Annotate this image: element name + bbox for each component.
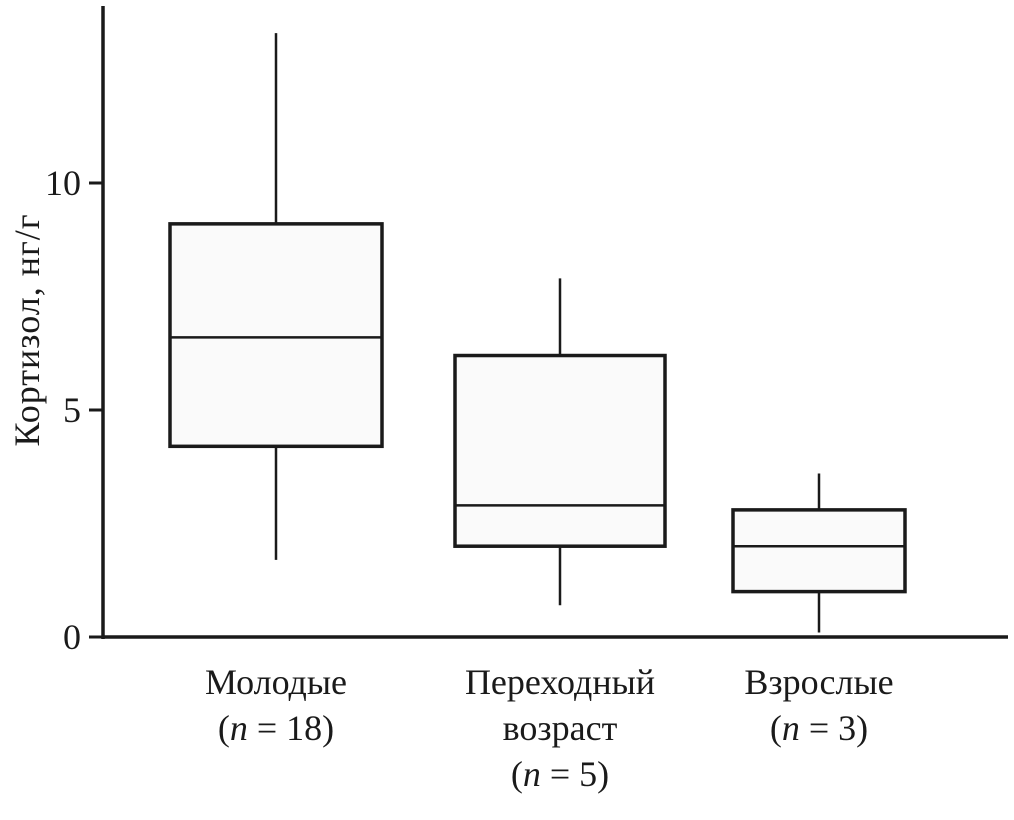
y-tick-label: 10 <box>45 163 81 203</box>
x-category-label: Молодые <box>205 662 347 702</box>
x-category-label: возраст <box>503 708 618 748</box>
box-rect <box>168 222 384 449</box>
n-symbol: n <box>782 708 800 748</box>
y-axis-title: Кортизол, нг/г <box>7 213 47 447</box>
box-rect <box>453 353 667 548</box>
x-category-n-label: (n = 3) <box>770 708 868 748</box>
x-category-label: Взрослые <box>744 662 893 702</box>
x-category-n-label: (n = 5) <box>511 754 609 794</box>
n-symbol: n <box>523 754 541 794</box>
box-rect <box>731 508 907 594</box>
y-tick-label: 5 <box>63 390 81 430</box>
y-tick-label: 0 <box>63 617 81 657</box>
box-group <box>168 33 384 560</box>
box-group <box>731 473 907 633</box>
x-category-label: Переходный <box>465 662 655 702</box>
box-group <box>453 278 667 606</box>
x-category-n-label: (n = 18) <box>218 708 334 748</box>
n-symbol: n <box>230 708 248 748</box>
